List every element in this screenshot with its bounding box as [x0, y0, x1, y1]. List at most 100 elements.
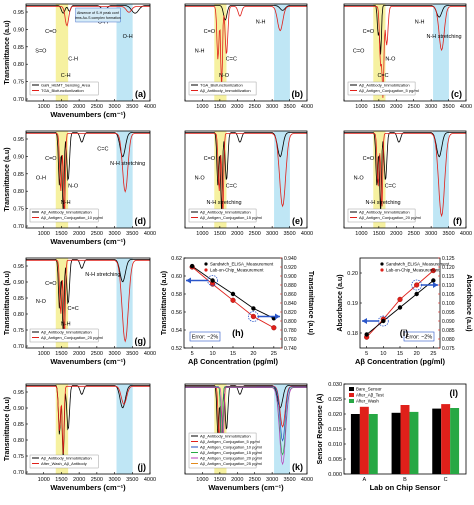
x-tick-label: 1000	[355, 231, 367, 237]
x-tick-label: 3500	[283, 477, 295, 483]
x-tick-label: 1500	[214, 477, 226, 483]
series-line-2	[185, 6, 307, 90]
panel-c: 1000 1500 2000 2500 3000 3500 4000 Aβ_Antibody_…	[343, 3, 472, 110]
panel-label: (g)	[135, 336, 147, 346]
y-tick-label: 0.000	[328, 472, 342, 478]
y2-tick-label: 0.920	[284, 265, 297, 271]
annotation-label: N-O	[195, 176, 206, 182]
y-tick-label: 0.75	[13, 80, 24, 86]
y-tick-label: 0.20	[347, 271, 358, 277]
y-tick-label: 0.95	[13, 264, 24, 270]
legend-entry: Aβ_Antibody_Immobilization	[41, 210, 92, 215]
y2-tick-label: 0.085	[442, 328, 455, 334]
panel-label: (c)	[451, 89, 462, 99]
data-point-lab-on-chip	[230, 297, 236, 303]
y-tick-label: 0.60	[171, 274, 182, 280]
error-note-box	[403, 331, 435, 342]
legend-box	[347, 208, 416, 223]
series-line-5	[185, 387, 307, 466]
y2-axis-label: Transmittance (a.u)	[307, 271, 314, 335]
bar-after-a-test	[359, 406, 369, 474]
legend-entry: After_Wash	[356, 399, 379, 404]
legend-entry: Aβ_Antibody_Immobilization	[359, 83, 410, 88]
plot-frame	[25, 130, 151, 229]
panel-d: 1000 1500 2000 2500 3000 3500 4000 0.95 0.90 0.85…	[4, 130, 156, 246]
annotation-label: N-H stretching	[365, 200, 400, 206]
x-tick-label: 4000	[460, 104, 472, 110]
legend-entry: After_Wash_Aβ_Antibody	[41, 461, 87, 466]
y-axis-label: Transmittance (a.u)	[4, 147, 11, 211]
legend-entry: Aβ_Antibody_Immobilization	[41, 456, 92, 461]
annotation-label: C=O	[204, 156, 216, 162]
y2-axis-label: Absorbance (a.u)	[465, 274, 472, 331]
y2-tick-label: 0.105	[442, 292, 455, 298]
annotation-label: N-O	[354, 176, 365, 182]
y-tick-label: 0.70	[13, 97, 24, 103]
legend-swatch	[380, 262, 384, 266]
x-tick-label: 1000	[355, 104, 367, 110]
legend-entry: Lab-on-Chip_Measurement	[210, 268, 264, 273]
legend-entry: Aβ_Antigen_Conjugation_25 pg/ml	[41, 335, 103, 340]
legend-box	[29, 208, 99, 223]
x-tick-label: 4000	[301, 104, 313, 110]
bar-bare-sensor	[432, 408, 442, 474]
x-axis-label: Aβ Concentration (pg/ml)	[355, 357, 445, 366]
x-tick-label: 2500	[249, 231, 261, 237]
panel-j: 1000 1500 2000 2500 3000 3500 4000 0.95 0.90 0.85…	[4, 383, 156, 492]
y2-tick-label: 0.095	[442, 310, 455, 316]
annotation-label: C=O	[204, 29, 216, 35]
x-tick-label: 2000	[231, 477, 243, 483]
plot-frame	[184, 3, 308, 102]
y-tick-label: 0.19	[347, 301, 358, 307]
y-tick-label: 0.90	[13, 406, 24, 412]
y2-tick-label: 0.120	[442, 265, 455, 271]
x-tick-label: 2500	[91, 477, 103, 483]
legend-box	[29, 454, 99, 469]
data-point-elisa	[189, 263, 195, 269]
legend-entry: Bare_Sensor	[356, 387, 382, 392]
y-axis-label: Transmittance (a.u)	[161, 271, 168, 335]
y-tick-label: 0.52	[171, 346, 182, 352]
legend-swatch	[349, 387, 354, 391]
y-tick-label: 0.95	[13, 390, 24, 396]
y2-tick-label: 0.110	[442, 283, 454, 289]
annotation-label: C-H	[61, 73, 71, 79]
x-tick-label: 3500	[126, 231, 138, 237]
x-tick-label: 3500	[126, 104, 138, 110]
panel-label: (a)	[135, 89, 146, 99]
panel-b: 1000 1500 2000 2500 3000 3500 4000 TGA_Biofunct…	[184, 3, 313, 110]
legend-entry: Aβ_Antigen_Conjugation_20 pg/ml	[200, 456, 262, 461]
x-tick-label: 2000	[73, 351, 85, 357]
series-line-2	[344, 133, 466, 218]
cyan-band	[433, 4, 449, 101]
x-tick-label: 1500	[55, 351, 67, 357]
x-tick-label: 4000	[460, 231, 472, 237]
panel-label: (k)	[292, 462, 303, 472]
x-tick-label: 1000	[38, 231, 50, 237]
panel-label: (f)	[453, 216, 462, 226]
plot-frame	[184, 383, 308, 475]
data-point-elisa	[397, 305, 403, 310]
annotation-label: N-O	[219, 73, 230, 79]
annotation-label: C=O	[363, 29, 375, 35]
plot-frame	[343, 130, 467, 229]
y2-tick-label: 0.940	[284, 256, 297, 262]
legend-entry: TGA_Biofunctionlization	[41, 88, 84, 93]
panel-label: (h)	[232, 328, 244, 338]
bar-after-wash	[450, 408, 460, 474]
data-point-lab-on-chip	[414, 282, 420, 288]
arrow-head-left	[186, 277, 191, 284]
x-axis-label: Wavenumbers (cm⁻¹)	[50, 237, 126, 246]
annotation-label: O-H	[36, 176, 46, 182]
panel-a: 1000 1500 2000 2500 3000 3500 4000 0.95 0.90 0.85…	[4, 3, 156, 119]
y-tick-label: 0.90	[13, 27, 24, 33]
bar-after-a-test	[400, 405, 410, 474]
x-tick-label: 3000	[108, 104, 120, 110]
annotation-label: N-H	[256, 19, 266, 25]
series-line-1	[185, 5, 307, 21]
legend-entry: Aβ_Antigen_Conjugation_10 pg/ml	[200, 445, 262, 450]
legend-entry: After_Aβ_Test	[356, 393, 384, 398]
series-line-1	[185, 132, 307, 216]
y2-tick-label: 0.860	[284, 292, 297, 298]
x-tick-label: 2000	[390, 104, 402, 110]
